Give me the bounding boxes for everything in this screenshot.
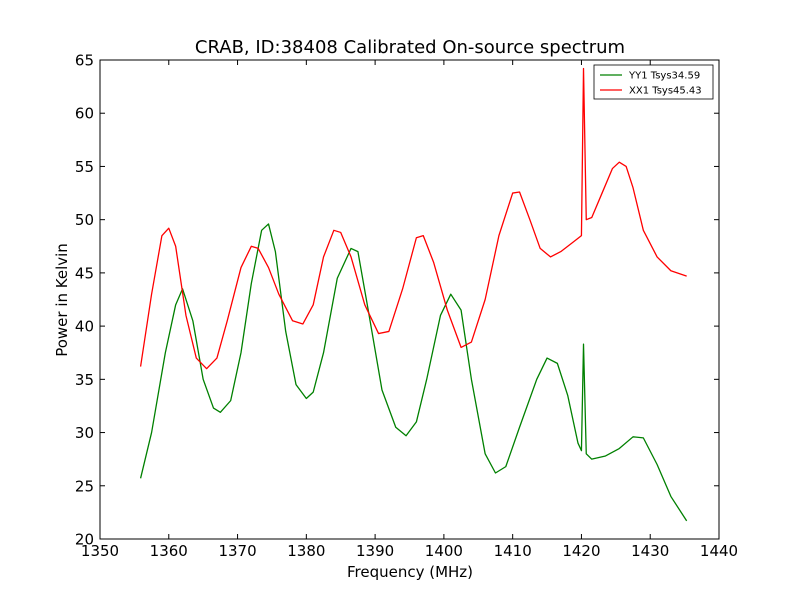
x-axis-ticks: 1350 1360 1370 1380 1390 1400 1410 1420 1430 1440: [81, 60, 738, 560]
y-tick-label: 50: [75, 211, 94, 229]
legend-label-yy1: YY1 Tsys34.59: [628, 71, 700, 82]
x-tick-label: 1440: [700, 542, 738, 560]
x-tick-label: 1430: [631, 542, 669, 560]
x-tick-label: 1390: [356, 542, 394, 560]
x-tick-label: 1420: [562, 542, 600, 560]
plot-frame: [99, 59, 720, 540]
y-tick-label: 60: [75, 105, 94, 123]
y-tick-label: 55: [75, 158, 94, 176]
series-line-1: [139, 67, 687, 370]
y-tick-label: 65: [75, 52, 94, 70]
plot-area: [100, 60, 719, 539]
x-tick-label: 1410: [494, 542, 532, 560]
x-tick-label: 1400: [425, 542, 463, 560]
legend-box: [593, 64, 714, 100]
y-tick-label: 45: [75, 264, 94, 282]
x-tick-label: 1380: [287, 542, 325, 560]
x-tick-label: 1370: [218, 542, 256, 560]
chart-title: CRAB, ID:38408 Calibrated On-source spec…: [195, 37, 625, 58]
x-tick-label: 1350: [81, 542, 119, 560]
x-axis-label: Frequency (MHz): [347, 563, 473, 581]
legend: YY1 Tsys34.59 XX1 Tsys45.43: [593, 64, 714, 100]
y-tick-label: 25: [75, 477, 94, 495]
y-tick-label: 40: [75, 318, 94, 336]
y-tick-label: 30: [75, 424, 94, 442]
legend-label-xx1: XX1 Tsys45.43: [629, 86, 702, 97]
series-line-0: [139, 223, 688, 522]
y-tick-label: 35: [75, 371, 94, 389]
y-axis-label: Power in Kelvin: [53, 243, 71, 357]
y-tick-label: 20: [75, 531, 94, 549]
x-tick-label: 1360: [150, 542, 188, 560]
y-axis-ticks: 20 25 30 35 40 45 50 55 60 65: [75, 52, 719, 549]
series-layer: [139, 67, 688, 522]
